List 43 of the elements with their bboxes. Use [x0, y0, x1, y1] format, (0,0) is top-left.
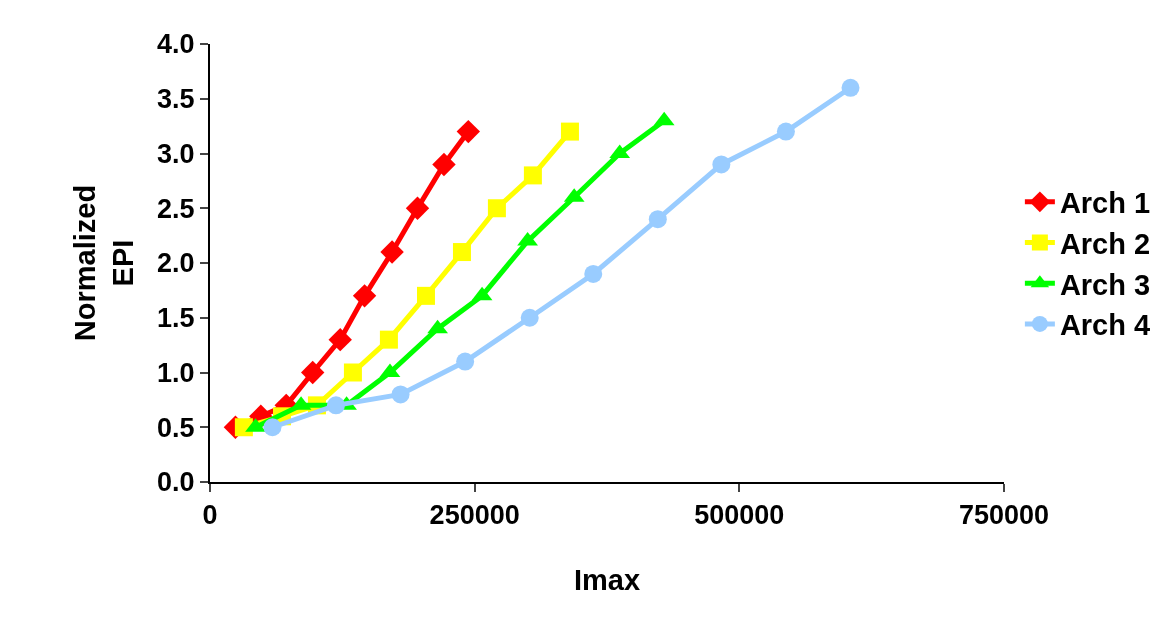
- point: [776, 122, 795, 141]
- y-tick-label: 0.0: [157, 467, 195, 498]
- point: [380, 240, 404, 264]
- y-tick-label: 2.5: [157, 193, 195, 224]
- point: [379, 330, 398, 349]
- point: [432, 152, 456, 177]
- point: [263, 418, 282, 437]
- point: [523, 166, 542, 185]
- point: [328, 327, 352, 352]
- point: [452, 243, 471, 262]
- y-tick-label: 2.0: [157, 248, 195, 279]
- y-tick-label: 3.5: [157, 84, 195, 115]
- point: [352, 284, 377, 308]
- point: [648, 210, 667, 229]
- y-tick-label: 1.0: [157, 357, 195, 388]
- point: [841, 78, 860, 97]
- point: [456, 119, 481, 144]
- x-tick-label: 750000: [958, 500, 1050, 531]
- point: [416, 286, 435, 305]
- y-tick-label: 3.0: [157, 138, 195, 169]
- x-tick-label: 250000: [429, 500, 520, 531]
- legend-label: Arch 2: [1059, 227, 1151, 260]
- point: [584, 264, 603, 283]
- y-tick-label: 1.5: [157, 303, 195, 334]
- x-axis-title: Imax: [573, 563, 641, 596]
- point: [343, 363, 362, 382]
- point: [712, 155, 731, 174]
- legend-label: Arch 4: [1059, 309, 1151, 342]
- point: [300, 360, 325, 385]
- legend-label: Arch 1: [1059, 187, 1151, 220]
- point: [456, 352, 475, 371]
- point: [520, 308, 539, 327]
- point: [487, 199, 506, 218]
- y-tick-label: 0.5: [157, 412, 195, 443]
- point: [405, 196, 430, 220]
- x-tick-label: 0: [202, 500, 218, 531]
- legend-label: Arch 3: [1059, 268, 1151, 301]
- y-axis-title: Normalized EPI: [69, 184, 139, 342]
- point: [326, 396, 345, 415]
- x-tick-label: 500000: [694, 500, 785, 531]
- point: [391, 385, 410, 404]
- point: [560, 122, 579, 141]
- y-tick-label: 4.0: [157, 29, 195, 60]
